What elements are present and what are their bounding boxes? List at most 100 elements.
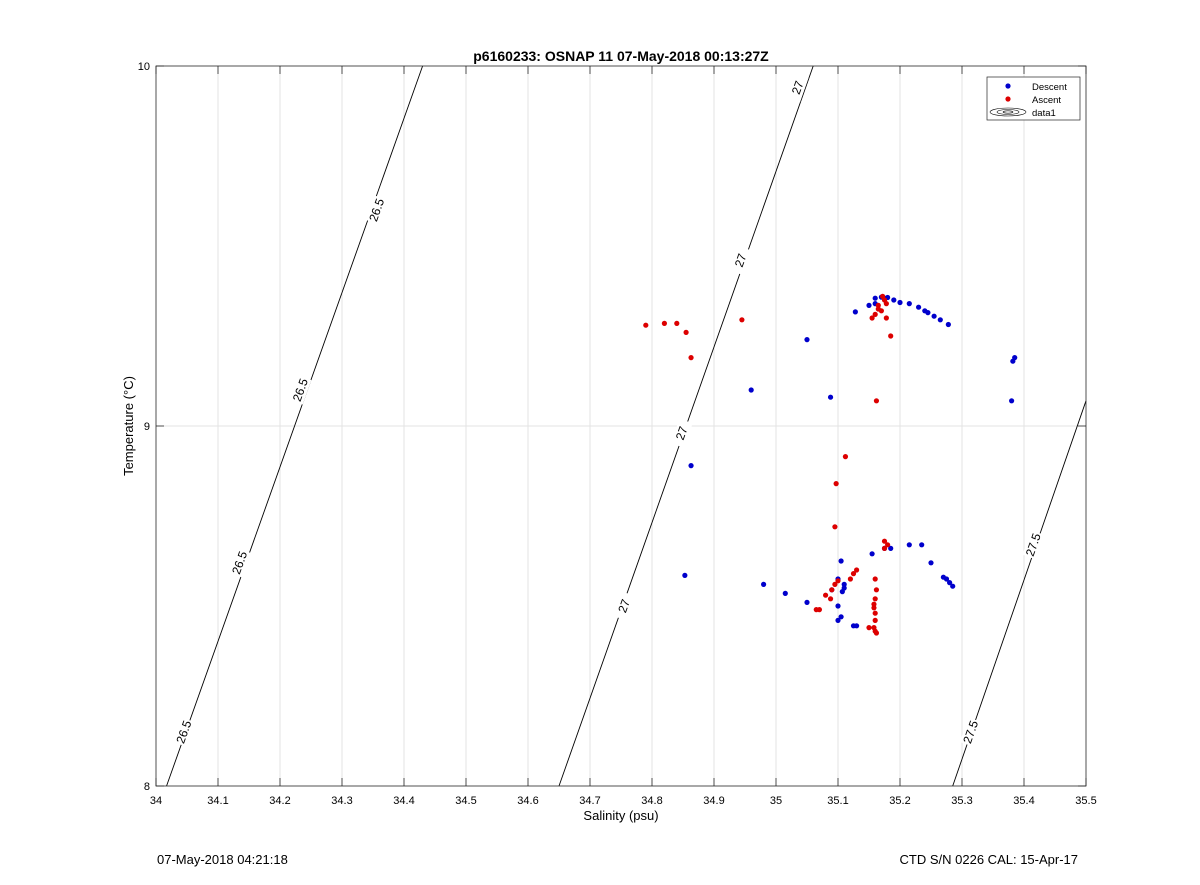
descent-point bbox=[925, 310, 931, 316]
ascent-point bbox=[885, 542, 891, 548]
ascent-point bbox=[872, 617, 878, 624]
descent-point bbox=[838, 614, 844, 620]
descent-point bbox=[869, 551, 875, 557]
x-tick-label: 34.6 bbox=[517, 795, 538, 807]
contour-label: 27 bbox=[789, 79, 807, 97]
x-tick-label: 34.3 bbox=[331, 795, 352, 807]
ascent-point bbox=[854, 567, 860, 573]
chart-title: p6160233: OSNAP 11 07-May-2018 00:13:27Z bbox=[473, 48, 769, 64]
data-points bbox=[643, 293, 1018, 636]
descent-point bbox=[835, 617, 841, 624]
descent-point bbox=[835, 603, 841, 609]
y-tick-label: 10 bbox=[138, 61, 150, 73]
ascent-point bbox=[883, 315, 889, 321]
contour-label-bg bbox=[172, 717, 195, 747]
descent-point bbox=[943, 576, 950, 582]
y-axis-ticks: 8 9 10 bbox=[138, 61, 1086, 793]
x-tick-label: 35.1 bbox=[827, 795, 848, 807]
descent-point bbox=[748, 387, 754, 393]
x-tick-label: 34.1 bbox=[207, 795, 228, 807]
ascent-point bbox=[832, 524, 838, 530]
x-tick-label: 34.8 bbox=[641, 795, 662, 807]
descent-point bbox=[827, 394, 834, 400]
descent-point bbox=[931, 313, 937, 319]
legend-descent-marker bbox=[1005, 83, 1011, 89]
descent-point bbox=[1009, 398, 1015, 404]
legend-entry-descent: Descent bbox=[1032, 82, 1067, 93]
descent-point bbox=[761, 581, 767, 588]
y-tick-label: 9 bbox=[144, 421, 150, 433]
ascent-point bbox=[881, 538, 888, 544]
ascent-point bbox=[832, 581, 838, 588]
descent-point bbox=[682, 572, 688, 579]
contour-label-bg bbox=[365, 195, 388, 225]
ascent-point bbox=[829, 587, 835, 593]
ascent-point bbox=[847, 576, 854, 582]
ascent-point bbox=[873, 398, 880, 404]
contour-label-bg bbox=[786, 73, 809, 103]
ascent-point bbox=[871, 605, 877, 611]
ascent-point bbox=[873, 630, 880, 636]
ascent-point bbox=[739, 317, 745, 323]
ascent-point bbox=[674, 320, 680, 326]
grid-lines bbox=[156, 66, 1086, 786]
descent-point bbox=[854, 623, 860, 629]
x-axis-ticks: 34 34.1 34.2 34.3 34.4 34.5 34.6 34.7 34.8 34.9 35… bbox=[150, 66, 1097, 807]
x-tick-label: 35.5 bbox=[1075, 795, 1096, 807]
footer-ctd-calibration: CTD S/N 0226 CAL: 15-Apr-17 bbox=[899, 852, 1078, 867]
x-tick-label: 34.2 bbox=[269, 795, 290, 807]
x-tick-label: 34 bbox=[150, 795, 162, 807]
descent-point bbox=[950, 583, 956, 589]
descent-point bbox=[897, 299, 903, 306]
x-tick-label: 34.9 bbox=[703, 795, 724, 807]
contour-label-bg bbox=[613, 591, 636, 621]
ascent-point bbox=[813, 607, 819, 613]
descent-point bbox=[891, 297, 897, 303]
contour-label: 27 bbox=[673, 424, 691, 442]
ascent-point bbox=[872, 576, 878, 582]
x-axis-label: Salinity (psu) bbox=[583, 808, 658, 823]
ascent-point bbox=[833, 481, 839, 487]
descent-point bbox=[804, 337, 810, 343]
descent-point bbox=[888, 545, 894, 552]
ascent-point bbox=[850, 571, 857, 577]
legend-ascent-marker bbox=[1005, 96, 1011, 102]
footer-timestamp: 07-May-2018 04:21:18 bbox=[157, 852, 288, 867]
ascent-point bbox=[688, 355, 694, 361]
descent-point bbox=[852, 309, 858, 315]
ascent-point bbox=[827, 596, 834, 602]
contour-label-bg bbox=[729, 245, 752, 275]
ascent-point bbox=[823, 592, 829, 598]
descent-point bbox=[1010, 358, 1016, 364]
x-tick-label: 34.7 bbox=[579, 795, 600, 807]
descent-point bbox=[919, 542, 925, 548]
contour-label-bg bbox=[670, 418, 693, 448]
descent-point bbox=[916, 304, 922, 310]
ascent-point bbox=[869, 315, 875, 321]
ascent-point bbox=[683, 329, 689, 335]
x-tick-label: 34.5 bbox=[455, 795, 476, 807]
legend: Descent Ascent data1 bbox=[986, 76, 1081, 121]
contour-label-bg bbox=[959, 717, 982, 747]
descent-point bbox=[688, 463, 694, 469]
y-axis-label: Temperature (°C) bbox=[121, 376, 136, 476]
x-tick-label: 35.4 bbox=[1013, 795, 1034, 807]
descent-point bbox=[928, 560, 934, 566]
descent-point bbox=[838, 558, 844, 564]
ascent-point bbox=[661, 320, 668, 326]
descent-point bbox=[937, 317, 943, 323]
x-tick-label: 35 bbox=[770, 795, 782, 807]
ascent-point bbox=[643, 322, 649, 328]
ascent-point bbox=[875, 302, 881, 308]
x-tick-label: 34.4 bbox=[393, 795, 414, 807]
contour-label-bg bbox=[228, 548, 251, 578]
contour-label: 27 bbox=[615, 597, 633, 615]
ascent-point bbox=[881, 545, 888, 552]
x-tick-label: 35.3 bbox=[951, 795, 972, 807]
contour-label-bg bbox=[289, 375, 312, 405]
ascent-point bbox=[872, 311, 878, 317]
ascent-point bbox=[842, 454, 849, 460]
legend-entry-ascent: Ascent bbox=[1032, 95, 1061, 106]
ascent-point bbox=[888, 333, 894, 339]
